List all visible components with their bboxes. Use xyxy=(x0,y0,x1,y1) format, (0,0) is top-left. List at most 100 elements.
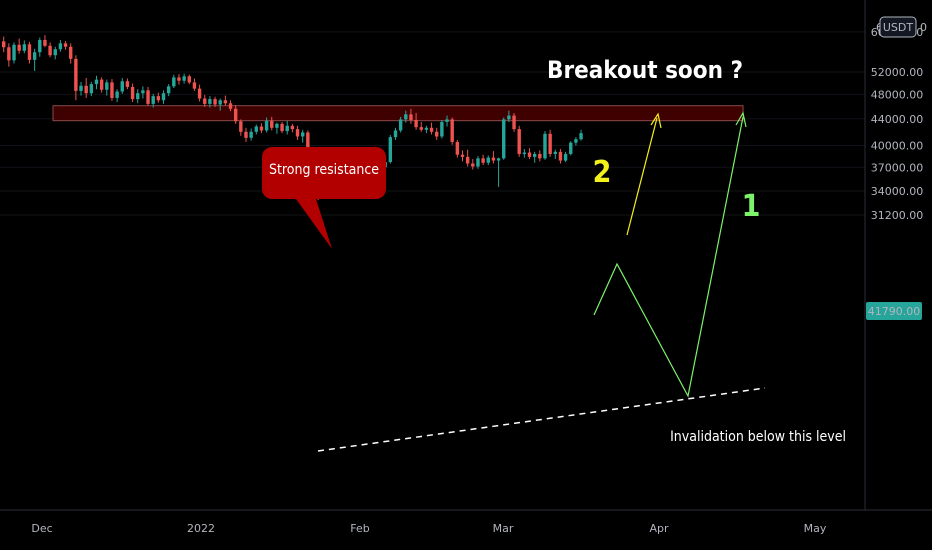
candle xyxy=(141,86,145,99)
candle-body xyxy=(579,133,583,140)
candle-body xyxy=(99,79,104,90)
candle-body xyxy=(22,44,27,51)
candle-body xyxy=(404,114,408,120)
candle-body xyxy=(192,82,197,89)
candle xyxy=(239,119,243,136)
price-tick-label: 34000.00 xyxy=(871,185,924,198)
candle-body xyxy=(94,79,99,85)
candle xyxy=(522,148,527,158)
candle xyxy=(502,117,506,160)
candle xyxy=(414,113,418,130)
candle xyxy=(105,79,109,96)
candle-body xyxy=(553,151,557,154)
last-price-value: 41790.00 xyxy=(868,305,921,318)
candle-body xyxy=(166,86,171,94)
candles xyxy=(2,35,583,201)
candle-body xyxy=(532,153,537,157)
headline-annotation: Breakout soon ? xyxy=(547,56,743,84)
candle xyxy=(69,43,73,64)
candle-body xyxy=(409,114,413,121)
last-price-tag: 41790.00 xyxy=(866,302,922,320)
candle-body xyxy=(48,45,52,56)
candle-body xyxy=(89,84,94,94)
last-price-tag-background xyxy=(866,302,922,320)
candle xyxy=(404,110,408,123)
price-tick-label: 52000.00 xyxy=(871,66,924,79)
callout-bubble xyxy=(262,147,386,249)
candle-body xyxy=(445,119,449,122)
candle xyxy=(579,129,583,141)
price-tick-label: 40000.00 xyxy=(871,139,924,152)
candle-body xyxy=(233,108,238,122)
candle-body xyxy=(280,123,284,132)
candle xyxy=(280,121,284,134)
candle xyxy=(125,78,130,90)
scenario-2-label: 2 xyxy=(593,155,612,190)
candle xyxy=(455,139,460,158)
candle-body xyxy=(156,96,161,101)
candle-body xyxy=(136,93,140,100)
candle xyxy=(2,36,6,53)
candle xyxy=(120,77,124,94)
candle xyxy=(43,35,47,48)
candle xyxy=(486,155,490,166)
price-tick-label: 31200.00 xyxy=(871,209,924,222)
candle-body xyxy=(58,43,63,50)
candle-body xyxy=(79,85,83,91)
candle-body xyxy=(182,76,186,81)
price-tick-label: 37000.00 xyxy=(871,161,924,174)
candle xyxy=(177,74,181,85)
callout-text: Strong resistance xyxy=(269,162,379,178)
candle-body xyxy=(522,152,527,154)
candle xyxy=(228,100,233,112)
candle xyxy=(136,89,140,104)
candle xyxy=(538,150,542,162)
candle-body xyxy=(239,121,243,132)
time-tick-label: 2022 xyxy=(187,522,215,535)
candle xyxy=(99,77,104,93)
candle xyxy=(187,74,191,85)
candle xyxy=(213,96,217,107)
candle xyxy=(393,127,398,140)
candle-body xyxy=(244,131,248,138)
candle xyxy=(89,81,94,97)
price-tick-label: 48000.00 xyxy=(871,88,924,101)
candle xyxy=(553,149,557,160)
candle xyxy=(558,148,563,164)
candle-body xyxy=(300,132,305,137)
scenario-1-label: 1 xyxy=(742,189,761,224)
scenario-2-arrowhead xyxy=(650,112,662,129)
candle-body xyxy=(249,131,253,138)
candle xyxy=(94,75,99,90)
candle xyxy=(192,78,197,91)
candle-body xyxy=(440,121,444,137)
candle xyxy=(409,108,413,124)
candle-body xyxy=(254,126,258,132)
time-tick-label: Dec xyxy=(31,522,52,535)
candle-body xyxy=(543,133,547,159)
candle xyxy=(32,48,37,71)
support-trendline xyxy=(317,387,766,452)
candle xyxy=(48,42,52,58)
candle-body xyxy=(141,90,145,94)
candle-body xyxy=(290,125,295,130)
candle xyxy=(79,81,83,96)
candle-body xyxy=(7,47,11,61)
candle xyxy=(527,148,532,160)
candle xyxy=(156,92,161,103)
candle-body xyxy=(223,100,228,104)
candle-body xyxy=(507,115,511,120)
candle xyxy=(130,83,135,103)
candle xyxy=(419,121,423,132)
scenario-1-arrowhead xyxy=(735,111,747,128)
candle xyxy=(223,95,228,106)
candle-body xyxy=(228,103,233,109)
currency-badge[interactable]: USDT xyxy=(879,16,917,38)
candle-body xyxy=(43,39,47,46)
candle xyxy=(476,156,480,169)
candle-body xyxy=(419,127,423,130)
candle-body xyxy=(558,151,563,161)
candle-body xyxy=(285,125,289,132)
